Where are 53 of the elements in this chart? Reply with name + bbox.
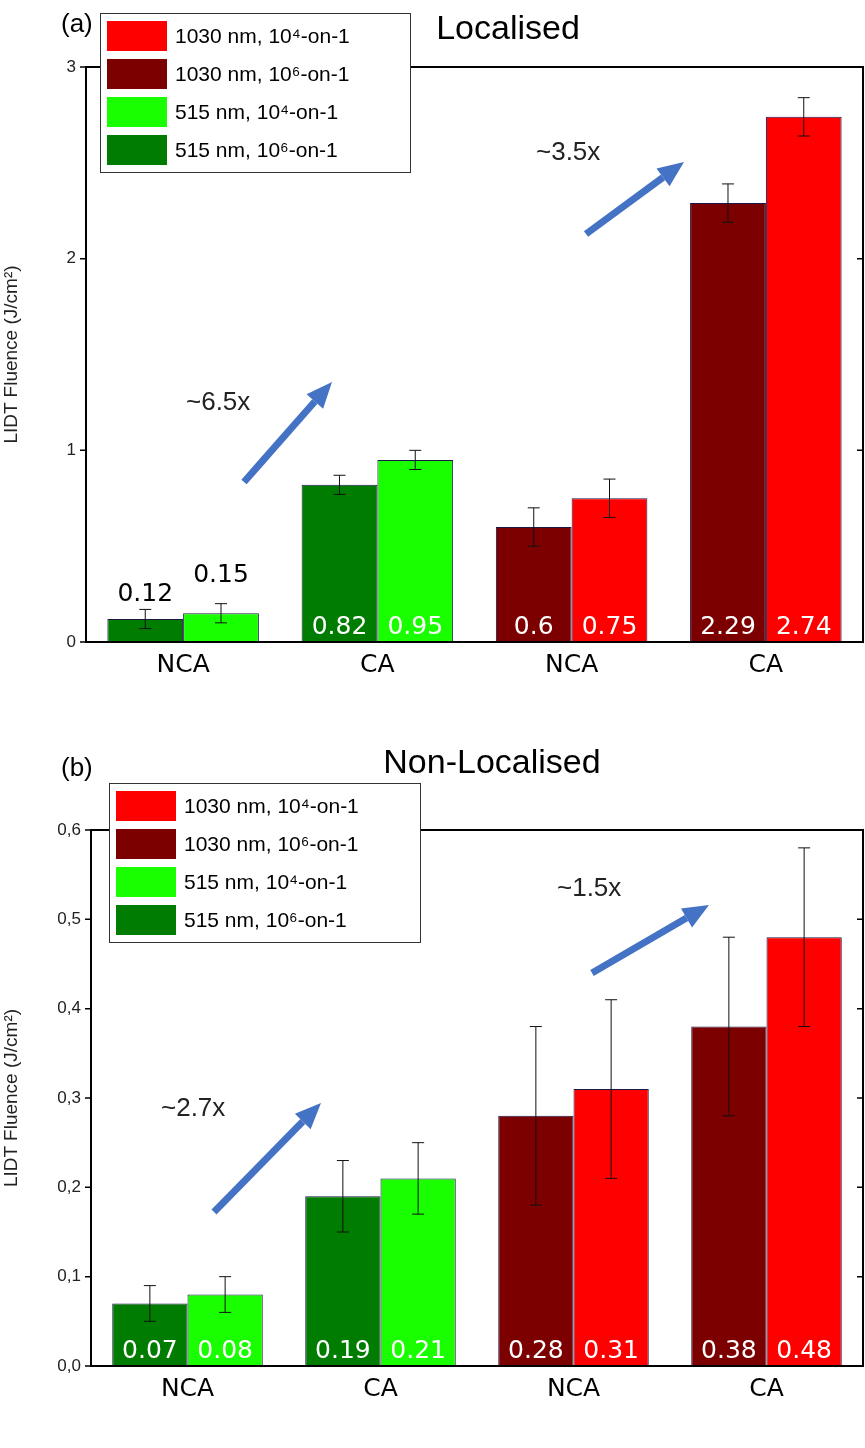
text: (b) [61, 752, 93, 783]
y-tick-label: 2 [66, 248, 76, 268]
x-tick-label: CA [749, 1372, 784, 1402]
x-tick-label: NCA [546, 1372, 601, 1402]
data-label: 0.95 [387, 611, 444, 640]
legend-label: 1030 nm, 10⁶-on-1 [175, 62, 350, 86]
data-label: 0.31 [583, 1335, 639, 1364]
legend-label: 1030 nm, 10⁴-on-1 [184, 794, 359, 818]
x-tick-label: NCA [160, 1372, 215, 1402]
data-label: 0.6 [513, 611, 554, 640]
y-tick-label: 0,2 [57, 1177, 81, 1197]
data-label: 0.48 [776, 1335, 832, 1364]
y-tick-label: 0,5 [57, 909, 81, 929]
data-label: 0.75 [581, 611, 638, 640]
y-tick-label: 1 [66, 440, 76, 460]
y-tick-label: 0,6 [57, 819, 81, 839]
annotation: ~3.5x [536, 136, 601, 167]
annotation: ~1.5x [557, 872, 622, 903]
legend-label: 515 nm, 10⁶-on-1 [184, 908, 347, 932]
chart-title: Non-Localised [383, 742, 601, 781]
data-label: 2.29 [700, 611, 756, 640]
data-label: 0.19 [315, 1335, 371, 1364]
y-tick-label: 0,3 [57, 1087, 81, 1107]
annotation: ~2.7x [161, 1092, 226, 1123]
y-tick-label: 0,4 [57, 998, 81, 1018]
y-tick-label: 3 [66, 56, 76, 76]
text: (a) [61, 8, 93, 39]
y-tick-label: 0 [66, 631, 76, 651]
data-label: 0.21 [390, 1335, 446, 1364]
legend-label: 515 nm, 10⁴-on-1 [175, 100, 339, 124]
x-tick-label: CA [363, 1372, 398, 1402]
y-tick-label: 0,0 [57, 1355, 81, 1375]
x-tick-label: NCA [544, 648, 599, 678]
data-label: 0.08 [197, 1335, 253, 1364]
data-label: 0.15 [193, 558, 249, 588]
y-axis-title: LIDT Fluence (J/cm²) [0, 1008, 21, 1188]
data-label: 2.74 [775, 611, 832, 640]
data-label: 0.82 [311, 611, 368, 640]
data-label: 0.38 [701, 1335, 757, 1364]
data-label: 0.12 [117, 578, 174, 608]
x-tick-label: CA [748, 648, 784, 678]
legend-label: 1030 nm, 10⁶-on-1 [184, 832, 359, 856]
chart-title: Localised [436, 8, 580, 47]
x-tick-label: CA [360, 648, 395, 678]
annotation: ~6.5x [186, 386, 251, 417]
legend-label: 515 nm, 10⁴-on-1 [184, 870, 348, 894]
x-tick-label: NCA [156, 648, 210, 678]
data-label: 0.28 [508, 1335, 564, 1364]
legend-label: 1030 nm, 10⁴-on-1 [175, 24, 350, 48]
y-axis-title: LIDT Fluence (J/cm²) [0, 265, 21, 444]
y-tick-label: 0,1 [57, 1266, 81, 1286]
legend-label: 515 nm, 10⁶-on-1 [175, 138, 338, 162]
data-label: 0.07 [122, 1335, 178, 1364]
